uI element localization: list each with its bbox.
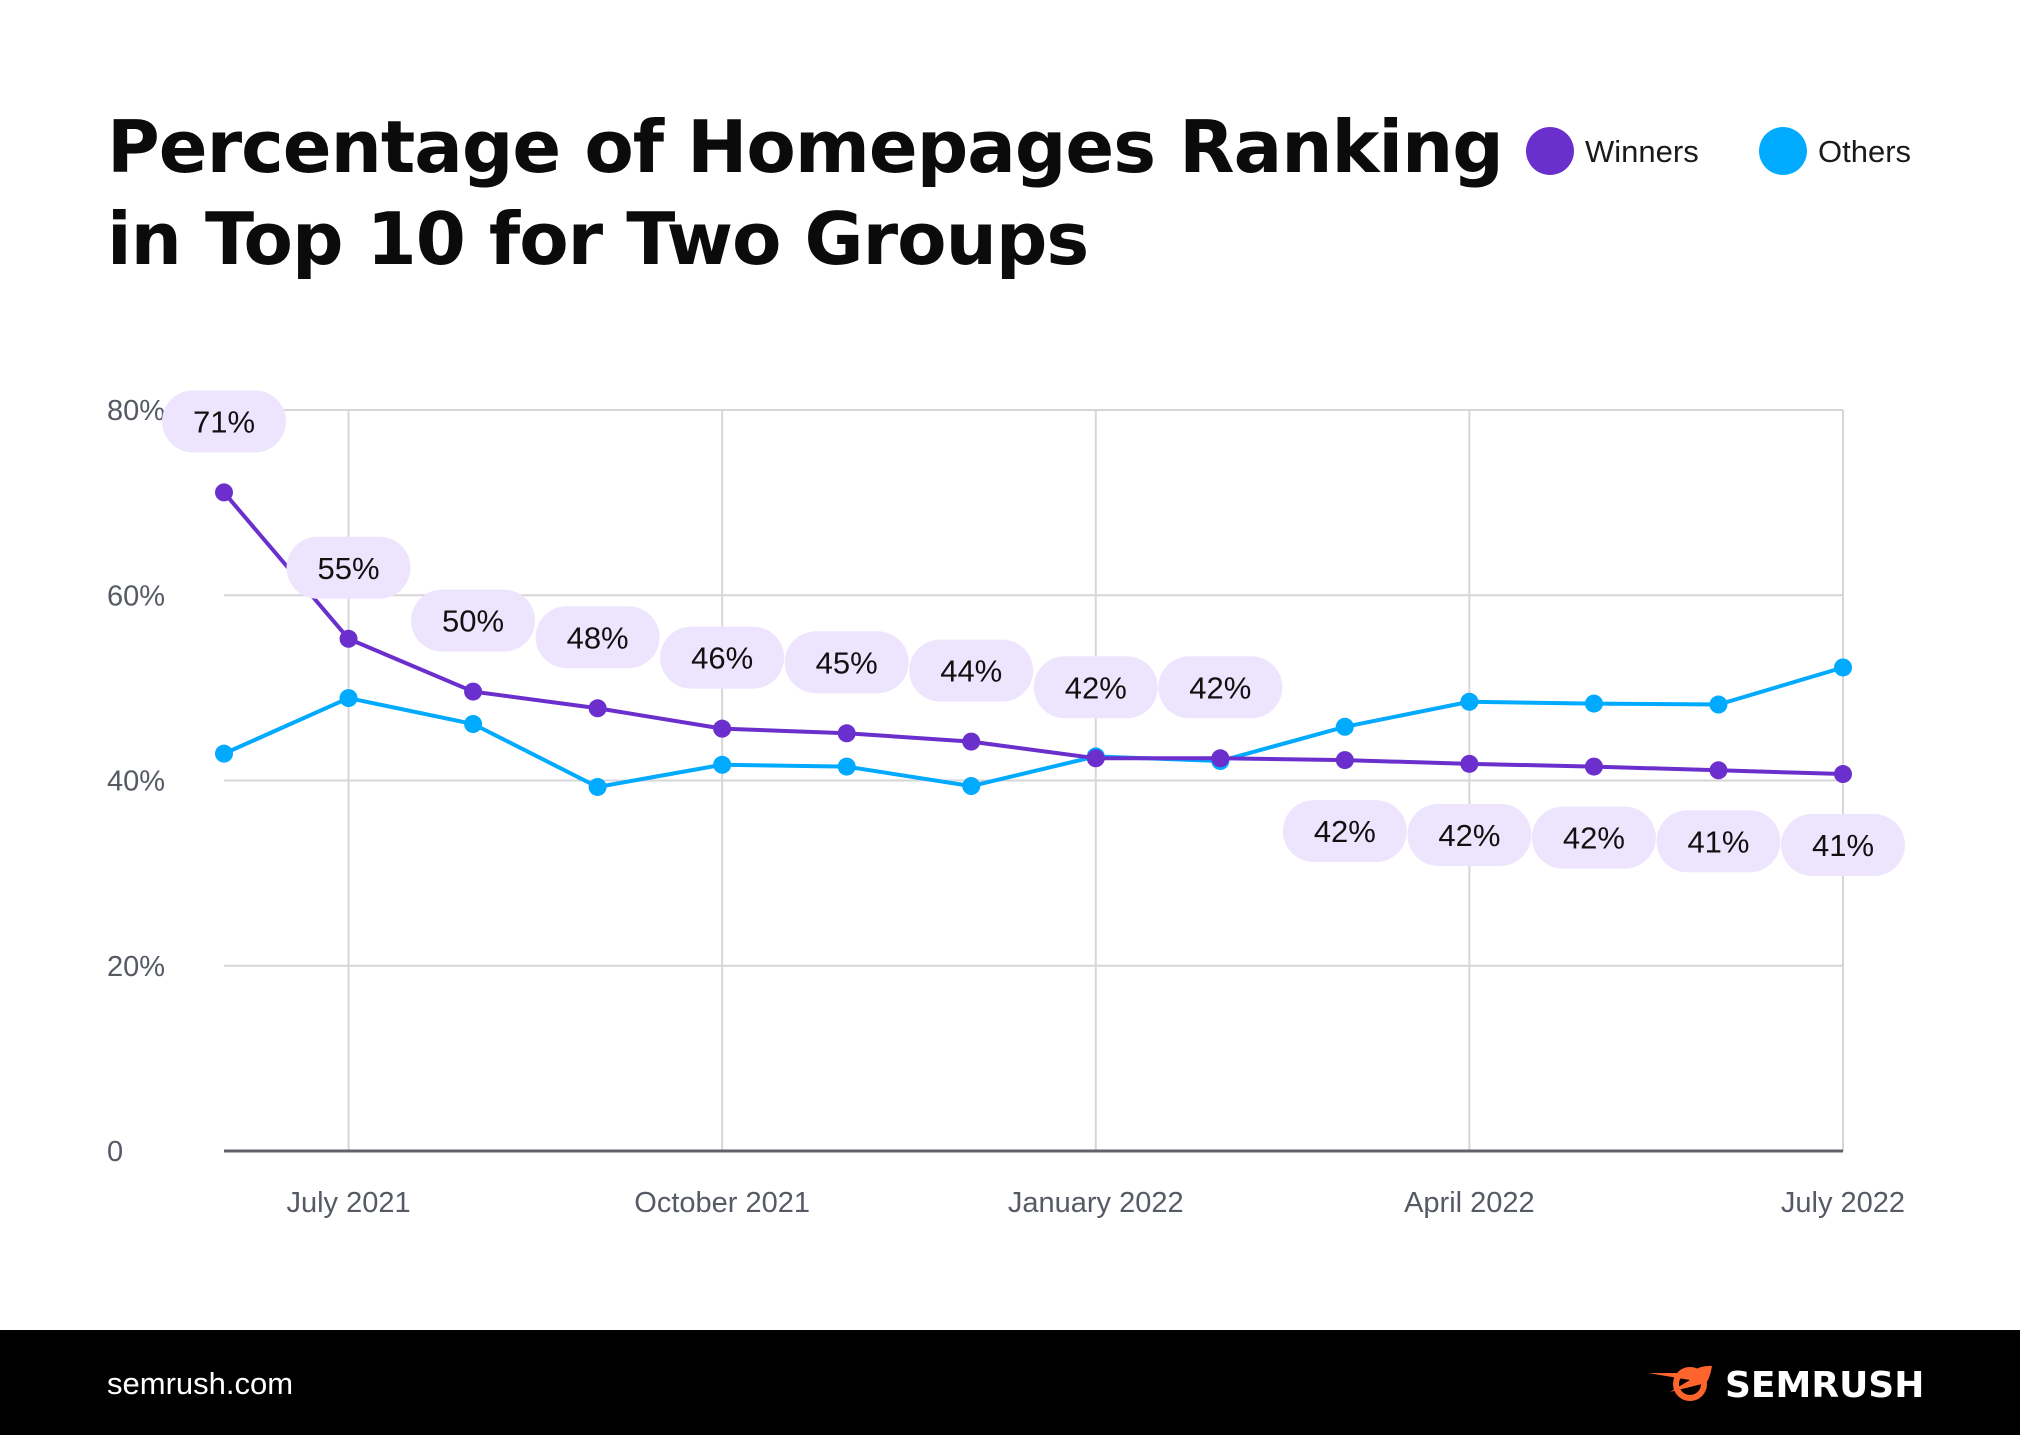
data-point-others: [1460, 692, 1479, 711]
data-label-bubble: [1407, 803, 1532, 866]
data-point-others: [1335, 717, 1354, 736]
data-label-bubble: [286, 536, 411, 599]
data-label-bubble: [411, 589, 536, 652]
x-axis-labels: July 2021 October 2021 January 2022 April 2…: [286, 1187, 1905, 1219]
data-label: 48%: [567, 620, 629, 655]
data-point-winners: [1211, 749, 1230, 768]
data-point-winners: [1335, 751, 1354, 770]
data-label-bubble: [1781, 814, 1905, 877]
data-point-others: [1709, 695, 1728, 714]
data-labels: 71% 55% 50% 48% 46% 45% 44% 42% 42% 42% 42% 42% 41% 4…: [162, 390, 1905, 877]
semrush-logo-ring: [1673, 1367, 1707, 1401]
series-line-winners: [222, 491, 1844, 777]
chart-title-line-1: Percentage of Homepages Ranking: [107, 105, 1503, 189]
data-label: 41%: [1687, 824, 1749, 859]
data-label: 42%: [1563, 821, 1625, 856]
data-point-winners: [1834, 765, 1852, 784]
data-label-bubble: [909, 639, 1034, 702]
series-lines: [215, 483, 1852, 796]
data-label: 55%: [318, 551, 380, 586]
data-label: 41%: [1812, 828, 1874, 863]
data-point-others: [962, 777, 981, 796]
x-tick-label: July 2022: [1781, 1187, 1905, 1219]
y-axis-labels: 0 20% 40% 60% 80%: [107, 395, 165, 1168]
data-point-others: [339, 689, 358, 708]
data-point-others: [1834, 658, 1852, 677]
y-tick-label: 80%: [107, 395, 165, 427]
legend-swatch-winners: [1526, 127, 1574, 175]
data-label: 42%: [1438, 818, 1500, 853]
data-point-winners: [713, 719, 732, 738]
legend: Winners Others: [1526, 127, 1911, 175]
data-point-others: [837, 757, 856, 776]
data-point-winners: [1584, 757, 1603, 776]
data-point-winners: [962, 732, 981, 751]
data-label: 44%: [940, 654, 1002, 689]
semrush-logo: SEMRUSH: [1648, 1365, 1924, 1406]
data-label-bubble: [784, 631, 909, 694]
data-label-bubble: [535, 606, 660, 669]
data-label: 42%: [1189, 670, 1251, 705]
data-label-bubble: [1282, 800, 1407, 863]
data-point-others: [215, 744, 233, 763]
data-label: 42%: [1065, 670, 1127, 705]
data-point-winners: [339, 629, 358, 648]
x-tick-label: July 2021: [286, 1187, 410, 1219]
data-label: 42%: [1314, 814, 1376, 849]
data-label-bubble: [660, 626, 785, 689]
data-point-winners: [215, 483, 233, 502]
data-point-others: [464, 714, 483, 733]
data-label-bubble: [1656, 810, 1781, 873]
semrush-wordmark: SEMRUSH: [1725, 1365, 1924, 1406]
x-tick-label: January 2022: [1008, 1187, 1184, 1219]
legend-label-others: Others: [1818, 134, 1911, 169]
data-label-bubble: [1158, 656, 1283, 719]
data-point-winners: [588, 699, 607, 718]
y-tick-label: 40%: [107, 766, 165, 798]
footer-site: semrush.com: [107, 1366, 293, 1401]
legend-label-winners: Winners: [1585, 134, 1699, 169]
x-tick-label: April 2022: [1404, 1187, 1535, 1219]
data-point-winners: [464, 682, 483, 701]
data-point-winners: [1709, 761, 1728, 780]
data-point-others: [588, 777, 607, 796]
data-label-bubble: [1033, 656, 1158, 719]
y-tick-label: 0: [107, 1136, 123, 1168]
data-label-bubble: [1531, 806, 1656, 869]
data-point-winners: [1460, 754, 1479, 773]
grid: [224, 409, 1844, 1153]
x-tick-label: October 2021: [634, 1187, 810, 1219]
data-point-others: [1584, 694, 1603, 713]
legend-swatch-others: [1759, 127, 1807, 175]
footer-bar: [0, 1330, 2020, 1435]
data-point-winners: [1086, 749, 1105, 768]
data-point-winners: [837, 724, 856, 743]
data-label: 50%: [442, 604, 504, 639]
y-tick-label: 60%: [107, 580, 165, 612]
series-line-others: [223, 665, 1844, 790]
data-point-others: [713, 755, 732, 774]
data-label: 45%: [816, 645, 878, 680]
y-tick-label: 20%: [107, 951, 165, 983]
chart-title-line-2: in Top 10 for Two Groups: [107, 197, 1088, 281]
data-label: 46%: [691, 641, 753, 676]
data-label: 71%: [193, 404, 255, 439]
data-label-bubble: [162, 390, 286, 453]
